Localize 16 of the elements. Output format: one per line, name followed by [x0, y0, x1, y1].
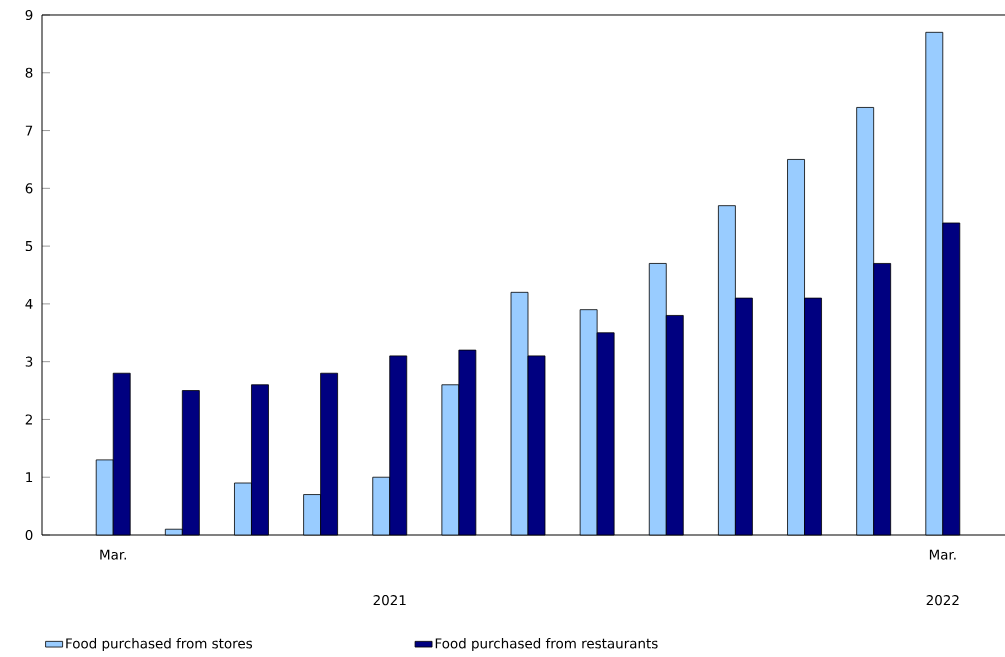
y-tick-label: 7	[25, 125, 33, 136]
legend-label: Food purchased from restaurants	[435, 638, 658, 652]
y-tick-label: 0	[25, 529, 33, 541]
legend-label: Food purchased from stores	[66, 638, 253, 652]
x-tick-label: Mar.	[929, 549, 956, 560]
text: 2021	[373, 595, 406, 606]
y-tick-label: 3	[25, 356, 33, 367]
y-tick-label: 2	[25, 414, 32, 425]
x-tick-label: Mar.	[100, 549, 126, 560]
y-tick-label: 5	[25, 241, 33, 252]
y-tick-label: 4	[25, 298, 33, 309]
y-tick-label: 1	[26, 472, 33, 483]
text: 2022	[926, 595, 959, 606]
y-tick-label: 6	[25, 183, 33, 194]
y-tick-label: 9	[25, 9, 33, 21]
y-tick-label: 8	[25, 67, 33, 78]
